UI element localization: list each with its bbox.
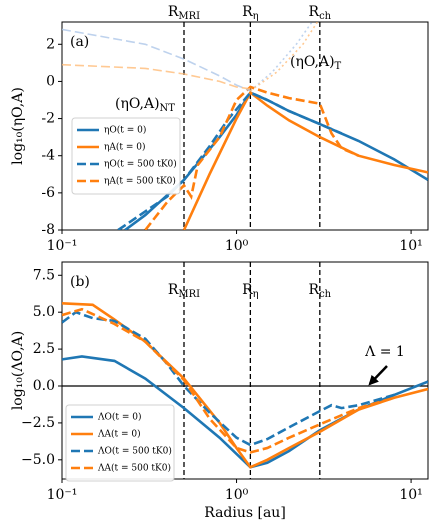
radius-label-main: R <box>168 4 179 20</box>
series-line <box>62 307 395 454</box>
y-axis-label: log₁₀(ΛO,A) <box>10 331 26 410</box>
radius-label: Rch <box>309 4 332 22</box>
x-tick-label: 10⁰ <box>225 238 249 254</box>
annotation-arrow <box>368 365 388 386</box>
series-line <box>117 91 343 230</box>
legend-label: ΛO(t = 0) <box>97 412 142 423</box>
y-tick-label: -8 <box>41 222 55 238</box>
radius-label-main: R <box>309 282 320 298</box>
panel-label: (b) <box>70 274 90 290</box>
series-line <box>182 90 428 230</box>
series-line <box>62 63 251 90</box>
x-axis-label: Radius [au] <box>204 505 286 521</box>
legend-box <box>71 117 181 195</box>
legend-label: ΛO(t = 500 tK0) <box>97 446 172 457</box>
plot-frame <box>61 261 429 480</box>
y-tick-label: 2.5 <box>33 341 55 357</box>
x-tick-label: 10⁻¹ <box>47 487 78 503</box>
y-tick-label: 7.5 <box>33 267 55 283</box>
series-group <box>62 302 428 469</box>
series-line <box>62 302 428 469</box>
legend-label: ΛA(t = 0) <box>97 429 141 440</box>
x-tick-label: 10⁻¹ <box>47 238 78 254</box>
y-tick-label: −2.5 <box>21 415 55 431</box>
radius-label-main: R <box>242 4 253 20</box>
y-tick-label: -4 <box>41 148 55 164</box>
radius-label-sub: ch <box>319 289 332 300</box>
legend-label: ηO(t = 500 tK0) <box>104 159 177 170</box>
radius-label: Rch <box>309 282 332 300</box>
annotation-main: (ηO,A) <box>115 96 160 112</box>
x-tick-label: 10¹ <box>399 487 422 503</box>
radius-label-sub: η <box>253 289 259 300</box>
series-line <box>62 28 251 92</box>
radius-label-sub: η <box>253 11 259 22</box>
radius-label: RMRI <box>168 4 200 22</box>
legend-box <box>65 404 175 482</box>
annotation: Λ = 1 <box>364 344 405 360</box>
annotation: (ηO,A)NT <box>115 96 175 114</box>
annotation: (ηO,A)T <box>290 54 342 72</box>
radius-label-sub: ch <box>319 11 332 22</box>
y-tick-label: 0.0 <box>33 378 55 394</box>
y-axis-label: log₁₀(ηO,A) <box>10 87 26 165</box>
radius-label: Rη <box>242 4 259 22</box>
radius-label-main: R <box>309 4 320 20</box>
radius-label-main: R <box>168 282 179 298</box>
y-tick-label: -2 <box>41 111 55 127</box>
x-tick-label: 10⁰ <box>225 487 249 503</box>
legend-label: ηA(t = 500 tK0) <box>104 176 176 187</box>
annotation-sub: NT <box>160 103 176 114</box>
plot-frame <box>61 21 429 231</box>
series-line <box>249 22 313 92</box>
radius-label-sub: MRI <box>178 11 200 22</box>
x-tick-label: 10¹ <box>399 238 422 254</box>
legend-label: ηO(t = 0) <box>104 125 146 136</box>
legend-label: ΛA(t = 500 tK0) <box>97 463 171 474</box>
annotation-main: (ηO,A) <box>290 54 335 70</box>
radius-label-main: R <box>242 282 253 298</box>
series-line <box>144 85 360 230</box>
panel-label: (a) <box>70 34 89 50</box>
radius-label-sub: MRI <box>178 289 200 300</box>
y-tick-label: 0 <box>46 73 55 89</box>
y-tick-label: 2 <box>46 36 55 52</box>
series-line <box>249 22 319 92</box>
y-tick-label: 5.0 <box>33 304 55 320</box>
y-tick-label: -6 <box>41 185 55 201</box>
annotation-sub: T <box>335 61 342 72</box>
y-tick-label: −5.0 <box>21 452 55 468</box>
legend-label: ηA(t = 0) <box>104 142 146 153</box>
radius-label: Rη <box>242 282 259 300</box>
radius-label: RMRI <box>168 282 200 300</box>
series-line <box>62 310 395 447</box>
